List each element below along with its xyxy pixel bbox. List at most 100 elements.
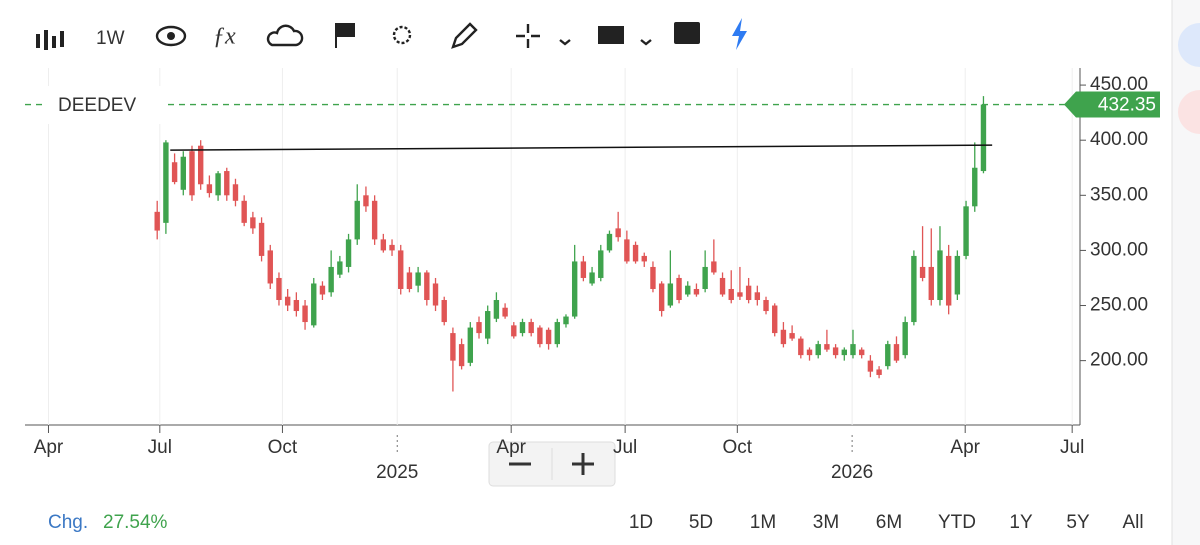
candle-body bbox=[980, 104, 987, 172]
candle-body bbox=[354, 200, 360, 240]
y-tick-label: 350.00 bbox=[1090, 184, 1148, 205]
range-button[interactable]: 3M bbox=[813, 512, 839, 533]
candle-body bbox=[232, 184, 239, 201]
pencil-icon[interactable] bbox=[451, 22, 478, 49]
candle-body bbox=[658, 283, 665, 312]
candle-body bbox=[319, 285, 326, 295]
candle-body bbox=[371, 200, 378, 240]
candle-body bbox=[850, 344, 856, 356]
candle-body bbox=[693, 288, 700, 295]
candle-body bbox=[737, 292, 743, 297]
candle-body bbox=[215, 173, 221, 196]
dropdown[interactable] bbox=[640, 39, 652, 46]
candle-body bbox=[945, 255, 952, 306]
candle-body bbox=[728, 288, 734, 301]
crosshair-icon[interactable] bbox=[516, 24, 540, 48]
candle-body bbox=[302, 305, 308, 323]
candle-body bbox=[389, 244, 395, 251]
candle-body bbox=[171, 162, 178, 183]
candle-body bbox=[702, 266, 708, 289]
plot bbox=[25, 68, 1086, 453]
interval[interactable]: 1W bbox=[96, 28, 125, 49]
price-tag bbox=[1064, 91, 1160, 118]
candle-body bbox=[537, 327, 543, 345]
side-button[interactable] bbox=[1178, 23, 1200, 67]
candle-body bbox=[841, 349, 847, 356]
candle-body bbox=[415, 272, 421, 286]
range-button[interactable]: 1M bbox=[750, 512, 776, 533]
dropdown[interactable] bbox=[559, 39, 571, 46]
candle-body bbox=[493, 300, 500, 319]
x-tick-label: Jul bbox=[1060, 437, 1084, 458]
candle-body bbox=[824, 344, 830, 350]
candle-body bbox=[676, 277, 682, 301]
candle-body bbox=[650, 266, 656, 289]
candle-body bbox=[502, 307, 508, 317]
change-value: 27.54% bbox=[103, 512, 168, 533]
candle-body bbox=[972, 167, 978, 207]
candle-body bbox=[858, 349, 865, 356]
range-button[interactable]: 5D bbox=[689, 512, 713, 533]
candle-body bbox=[937, 250, 943, 301]
y-tick-label: 450.00 bbox=[1090, 74, 1148, 95]
candle-body bbox=[580, 261, 587, 278]
candle-body bbox=[632, 244, 639, 262]
candle-body bbox=[363, 195, 369, 207]
flash-icon[interactable] bbox=[732, 18, 747, 50]
candle-body bbox=[928, 266, 934, 301]
candle-body bbox=[519, 322, 526, 334]
candle-body bbox=[911, 255, 917, 323]
candle-body bbox=[571, 261, 578, 317]
gear-icon[interactable] bbox=[392, 25, 412, 45]
candle-body bbox=[345, 239, 352, 267]
candle-body bbox=[763, 300, 769, 312]
candle-body bbox=[328, 266, 334, 293]
year-label: 2025 bbox=[376, 462, 418, 483]
candle-body bbox=[458, 344, 465, 367]
candle-body bbox=[754, 292, 761, 301]
zoom-in[interactable] bbox=[572, 453, 594, 475]
y-tick-label: 250.00 bbox=[1090, 295, 1148, 316]
candle-body bbox=[293, 300, 300, 312]
candle-body bbox=[406, 272, 413, 289]
candle-body bbox=[241, 200, 247, 223]
candle-body bbox=[511, 325, 517, 337]
list-icon[interactable] bbox=[674, 22, 700, 44]
eye-icon[interactable] bbox=[155, 25, 187, 47]
fx-icon[interactable]: ƒx bbox=[213, 24, 236, 50]
candle-body bbox=[276, 277, 282, 301]
x-tick-label: Jul bbox=[148, 437, 172, 458]
comment-icon[interactable] bbox=[598, 26, 624, 44]
x-tick-label: Oct bbox=[723, 437, 753, 458]
range-button[interactable]: YTD bbox=[938, 512, 976, 533]
range-button[interactable]: 1D bbox=[629, 512, 653, 533]
range-button[interactable]: All bbox=[1122, 512, 1143, 533]
candle-body bbox=[780, 329, 787, 345]
range-button[interactable]: 5Y bbox=[1066, 512, 1090, 533]
candle-body bbox=[189, 151, 195, 196]
y-tick-label: 200.00 bbox=[1090, 350, 1148, 371]
candle-body bbox=[954, 255, 961, 295]
candle-body bbox=[528, 322, 534, 334]
change-label: Chg. bbox=[48, 512, 88, 533]
candle-body bbox=[745, 285, 752, 301]
flag-icon[interactable] bbox=[335, 23, 355, 48]
candle-body bbox=[467, 327, 474, 363]
candle-body bbox=[441, 300, 447, 323]
range-button[interactable]: 1Y bbox=[1009, 512, 1033, 533]
side-button[interactable] bbox=[1178, 90, 1200, 134]
candle-body bbox=[250, 217, 256, 229]
candle-icon[interactable] bbox=[36, 30, 64, 50]
candle-body bbox=[615, 228, 621, 238]
candle-body bbox=[180, 156, 186, 190]
candle-body bbox=[772, 305, 778, 334]
candle-body bbox=[893, 344, 900, 361]
range-button[interactable]: 6M bbox=[876, 512, 902, 533]
candle-body bbox=[885, 344, 891, 367]
candle-body bbox=[815, 344, 821, 356]
candle-body bbox=[867, 360, 874, 372]
cloud-icon[interactable] bbox=[266, 24, 304, 47]
candle-body bbox=[450, 333, 456, 361]
legend-entry: DEEDEV bbox=[58, 95, 136, 116]
candle-body bbox=[380, 239, 387, 251]
